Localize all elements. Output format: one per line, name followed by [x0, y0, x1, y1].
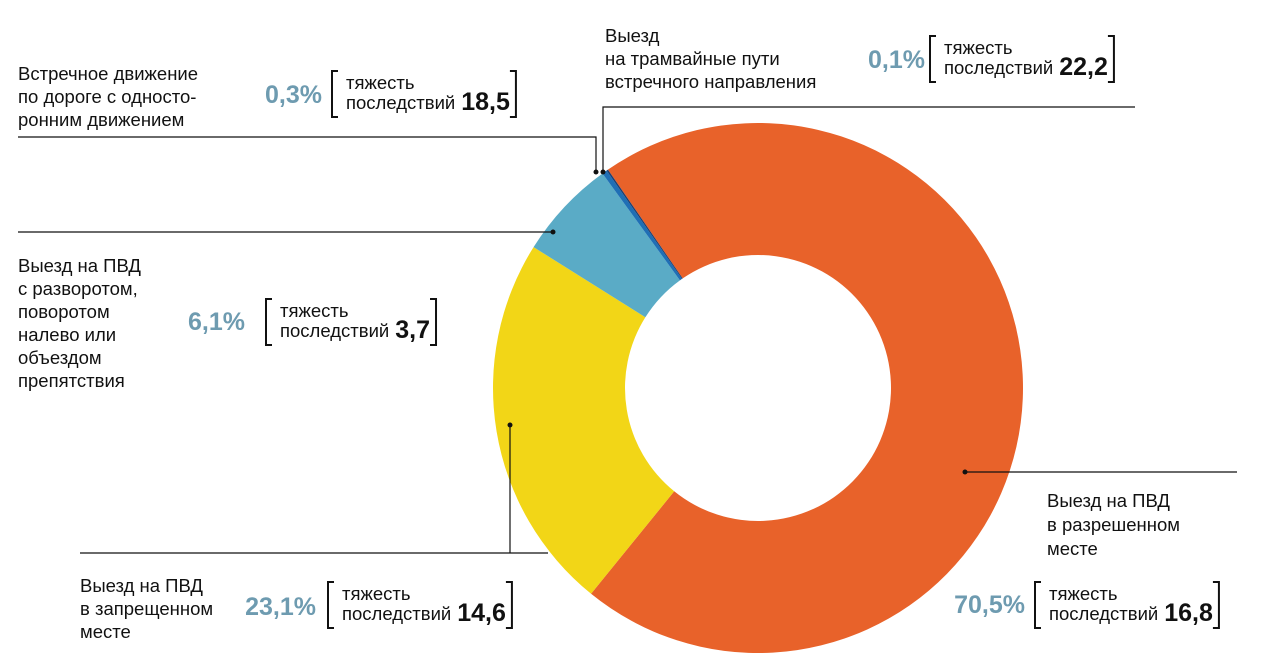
severity-value: 3,7 [395, 316, 430, 344]
bracket [327, 581, 334, 629]
severity-value: 18,5 [461, 88, 510, 116]
severity-caption: последствий [342, 603, 451, 624]
severity-value: 14,6 [457, 599, 506, 627]
bracket [430, 298, 438, 346]
leader-line [18, 136, 597, 172]
category-label: Выезд на ПВД [18, 255, 141, 276]
donut-slice [533, 173, 680, 318]
leader-dot [593, 169, 599, 175]
bracket [505, 581, 513, 629]
percent-label: 0,3% [265, 81, 322, 109]
percent-label: 23,1% [245, 593, 316, 621]
leader-dot [962, 469, 968, 475]
category-label: в запрещенном [80, 598, 213, 619]
category-label: месте [80, 621, 131, 642]
category-label: Выезд на ПВД [80, 575, 203, 596]
bracket [509, 70, 517, 118]
leader-line [80, 425, 548, 554]
bracket [331, 70, 338, 118]
bracket [1034, 581, 1041, 629]
bracket [929, 35, 936, 83]
severity-caption: тяжесть [280, 300, 349, 321]
bracket [1212, 581, 1220, 629]
severity-caption: последствий [944, 57, 1053, 78]
category-label: ронним движением [18, 109, 184, 130]
category-label: месте [1047, 538, 1098, 559]
percent-label: 70,5% [954, 591, 1025, 619]
category-label: в разрешенном [1047, 514, 1180, 535]
bracket [265, 298, 272, 346]
severity-caption: последствий [280, 320, 389, 341]
severity-caption: тяжесть [944, 37, 1013, 58]
leader-dot [550, 229, 556, 235]
percent-label: 0,1% [868, 46, 925, 74]
category-label: объездом [18, 347, 102, 368]
severity-caption: тяжесть [346, 72, 415, 93]
donut-slice [493, 247, 675, 594]
severity-caption: последствий [1049, 603, 1158, 624]
severity-caption: тяжесть [1049, 583, 1118, 604]
leader-line [602, 106, 1135, 172]
category-label: с разворотом, [18, 278, 138, 299]
category-label: поворотом [18, 301, 110, 322]
severity-value: 16,8 [1164, 599, 1213, 627]
donut-slice [606, 169, 683, 279]
leader-dot [507, 422, 513, 428]
severity-caption: тяжесть [342, 583, 411, 604]
category-label: Выезд [605, 25, 660, 46]
category-label: встречного направления [605, 71, 816, 92]
donut-slice [602, 170, 682, 281]
percent-label: 6,1% [188, 308, 245, 336]
category-label: Выезд на ПВД [1047, 490, 1170, 511]
bracket [1107, 35, 1115, 83]
category-label: препятствия [18, 370, 125, 391]
category-label: Встречное движение [18, 63, 198, 84]
category-label: по дороге с односто- [18, 86, 196, 107]
donut-slice [591, 123, 1023, 653]
leader-dot [600, 169, 606, 175]
severity-caption: последствий [346, 92, 455, 113]
category-label: налево или [18, 324, 116, 345]
category-label: на трамвайные пути [605, 48, 780, 69]
severity-value: 22,2 [1059, 53, 1108, 81]
